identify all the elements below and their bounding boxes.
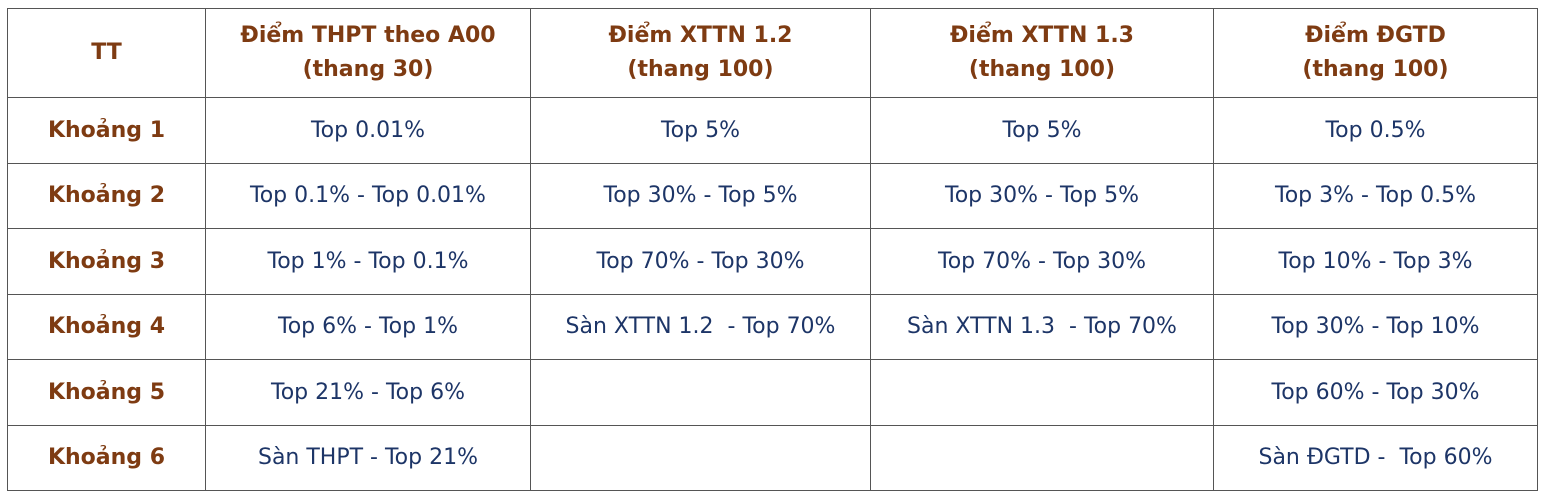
header-text: (thang 100)	[968, 57, 1116, 82]
cell: Sàn THPT - Top 21%	[205, 424, 531, 491]
row-label: Khoảng 5	[7, 359, 206, 426]
table-row: Khoảng 3 Top 1% - Top 0.1% Top 70% - Top 3…	[7, 228, 1538, 295]
cell: Top 30% - Top 5%	[530, 162, 871, 229]
row-label: Khoảng 1	[7, 97, 206, 164]
table-row: Khoảng 2 Top 0.1% - Top 0.01% Top 30% - To…	[7, 162, 1538, 229]
cell: Top 3% - Top 0.5%	[1213, 162, 1538, 229]
cell: Top 30% - Top 10%	[1213, 293, 1538, 360]
header-cell: Điểm XTTN 1.3 (thang 100)	[870, 8, 1214, 98]
header-text: Điểm XTTN 1.2	[608, 23, 793, 48]
row-label: Khoảng 4	[7, 293, 206, 360]
cell	[530, 424, 871, 491]
cell: Top 21% - Top 6%	[205, 359, 531, 426]
header-cell: Điểm ĐGTD (thang 100)	[1213, 8, 1538, 98]
header-row: TT Điểm THPT theo A00 (thang 30) Điểm XTTN …	[7, 8, 1538, 98]
cell: Top 60% - Top 30%	[1213, 359, 1538, 426]
cell: Top 0.01%	[205, 97, 531, 164]
table-row: Khoảng 4 Top 6% - Top 1% Sàn XTTN 1.2 - To…	[7, 293, 1538, 360]
cell: Sàn ĐGTD - Top 60%	[1213, 424, 1538, 491]
cell: Top 0.1% - Top 0.01%	[205, 162, 531, 229]
cell: Top 5%	[870, 97, 1214, 164]
header-text: (thang 100)	[627, 57, 774, 82]
cell: Top 70% - Top 30%	[530, 228, 871, 295]
cell	[870, 424, 1214, 491]
header-text: (thang 30)	[302, 57, 434, 82]
cell: Top 6% - Top 1%	[205, 293, 531, 360]
table-row: Khoảng 6 Sàn THPT - Top 21% Sàn ĐGTD - Top…	[7, 424, 1538, 491]
header-text: TT	[91, 40, 122, 65]
table-row: Khoảng 1 Top 0.01% Top 5% Top 5% Top 0.5%	[7, 97, 1538, 164]
header-cell: Điểm THPT theo A00 (thang 30)	[205, 8, 531, 98]
cell: Top 10% - Top 3%	[1213, 228, 1538, 295]
table-body: Khoảng 1 Top 0.01% Top 5% Top 5% Top 0.5% Kho…	[7, 97, 1538, 491]
cell: Top 5%	[530, 97, 871, 164]
header-cell: TT	[7, 8, 206, 98]
cell: Sàn XTTN 1.2 - Top 70%	[530, 293, 871, 360]
cell	[530, 359, 871, 426]
row-label: Khoảng 2	[7, 162, 206, 229]
cell: Top 70% - Top 30%	[870, 228, 1214, 295]
header-text: Điểm XTTN 1.3	[949, 23, 1134, 48]
header-text: Điểm THPT theo A00	[240, 23, 496, 48]
row-label: Khoảng 6	[7, 424, 206, 491]
header-text: (thang 100)	[1302, 57, 1449, 82]
cell: Sàn XTTN 1.3 - Top 70%	[870, 293, 1214, 360]
cell: Top 0.5%	[1213, 97, 1538, 164]
table-row: Khoảng 5 Top 21% - Top 6% Top 60% - Top 30…	[7, 359, 1538, 426]
cell: Top 30% - Top 5%	[870, 162, 1214, 229]
data-table: TT Điểm THPT theo A00 (thang 30) Điểm XTTN …	[7, 8, 1538, 491]
cell	[870, 359, 1214, 426]
header-cell: Điểm XTTN 1.2 (thang 100)	[530, 8, 871, 98]
cell: Top 1% - Top 0.1%	[205, 228, 531, 295]
row-label: Khoảng 3	[7, 228, 206, 295]
header-text: Điểm ĐGTD	[1305, 23, 1446, 48]
